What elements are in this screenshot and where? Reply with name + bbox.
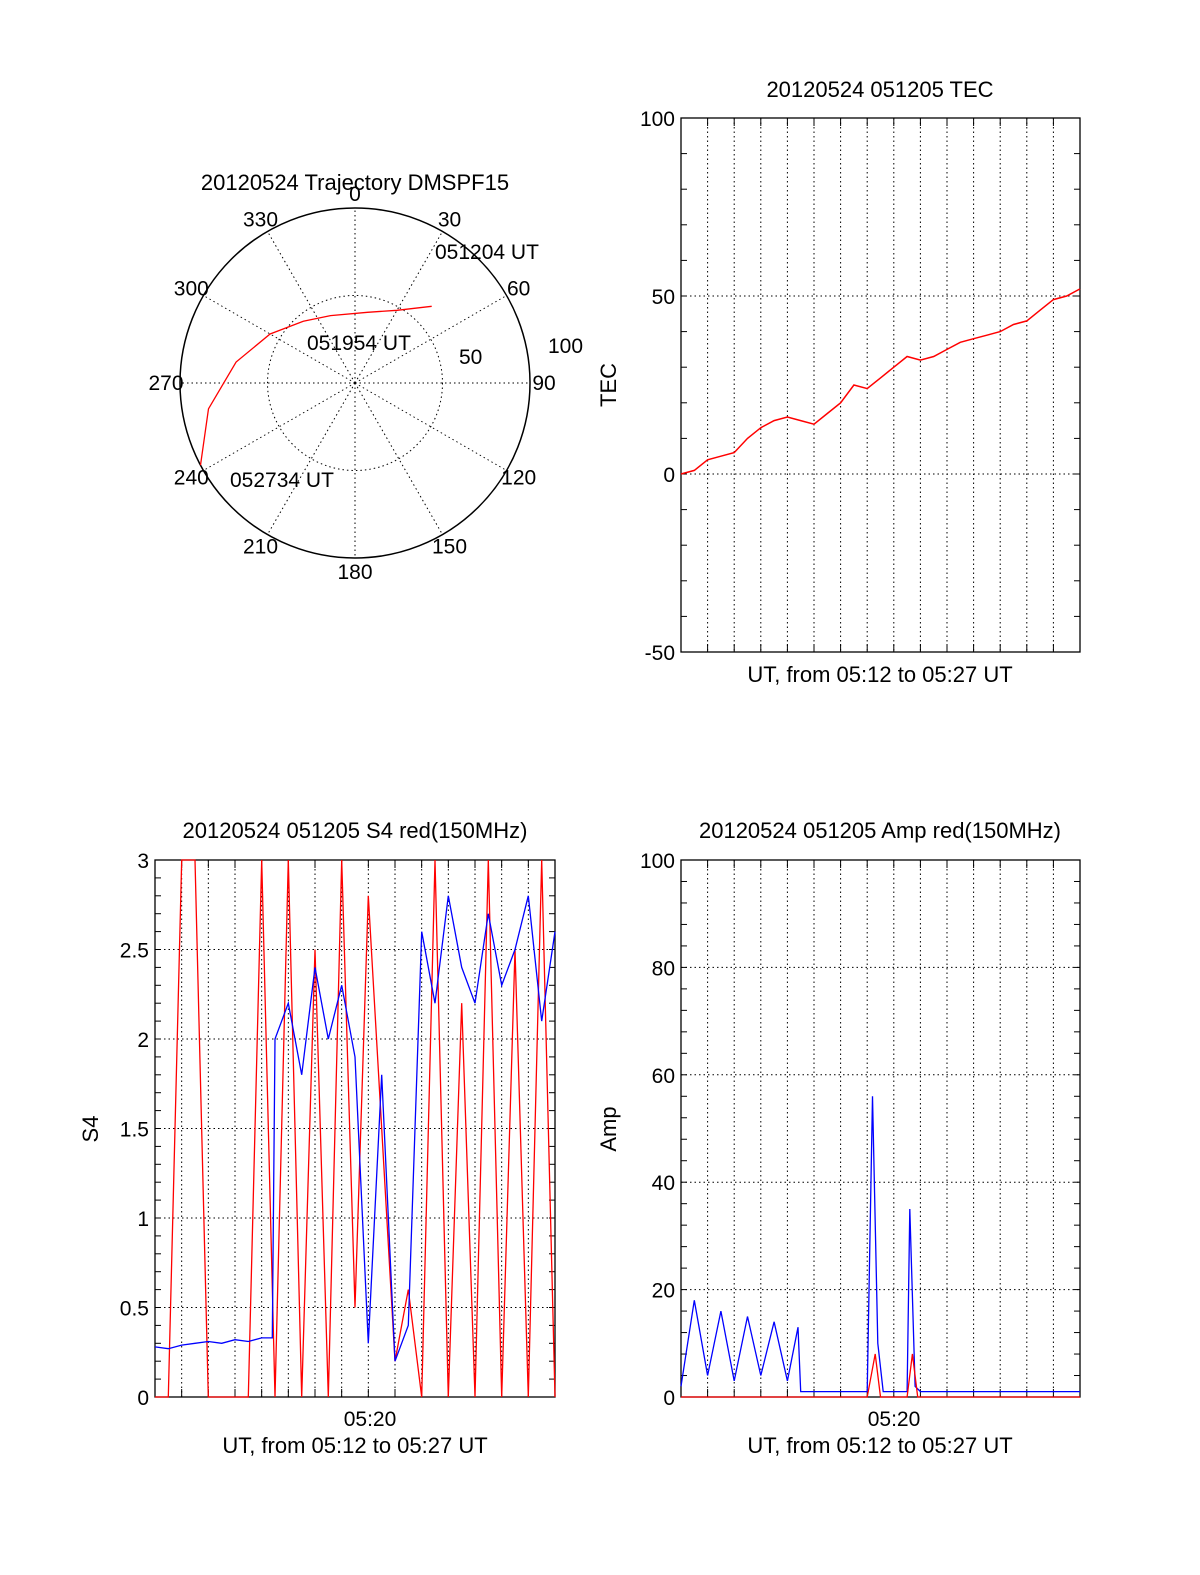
- s4-series-blue: [154, 895, 556, 1362]
- s4-series-red: [155, 859, 556, 1398]
- amp-grid: [680, 859, 1081, 1398]
- azimuth-tick-240: 240: [174, 467, 209, 490]
- tec-chart: 20120524 051205 TEC -50 0 50 100 UT, from 0…: [596, 77, 1081, 687]
- polar-title: 20120524 Trajectory DMSPF15: [201, 170, 509, 195]
- tec-grid: [680, 117, 1081, 653]
- y-tick-label: -50: [645, 642, 675, 665]
- amp-chart: 20120524 051205 Amp red(150MHz) 0 20 40 60 8…: [596, 818, 1081, 1458]
- amp-y-ticks: 0 20 40 60 80 100: [640, 850, 675, 1410]
- s4-title: 20120524 051205 S4 red(150MHz): [183, 818, 528, 843]
- annotation-end: 052734 UT: [230, 469, 334, 492]
- polar-azimuth-ticks: 0 30 60 90 120 150 180 210 240 270 300 330: [148, 183, 555, 584]
- polar-outer-circle: [179, 207, 531, 559]
- y-tick-label: 1: [137, 1208, 149, 1231]
- radial-tick-100: 100: [548, 335, 583, 358]
- polar-spoke: [267, 382, 356, 535]
- amp-series-red: [681, 1353, 1080, 1398]
- azimuth-tick-270: 270: [148, 372, 183, 395]
- s4-ylabel: S4: [78, 1116, 103, 1143]
- amp-title: 20120524 051205 Amp red(150MHz): [699, 818, 1061, 843]
- amp-xlabel: UT, from 05:12 to 05:27 UT: [747, 1433, 1012, 1458]
- polar-spoke: [354, 231, 443, 384]
- y-tick-label: 3: [137, 850, 149, 873]
- annotation-mid: 051954 UT: [307, 332, 411, 355]
- s4-chart: 20120524 051205 S4 red(150MHz) 0 0.5 1 1.5 2…: [78, 818, 556, 1458]
- y-tick-label: 0: [663, 464, 675, 487]
- y-tick-label: 0: [663, 1387, 675, 1410]
- azimuth-tick-150: 150: [432, 536, 467, 559]
- polar-spoke: [203, 382, 356, 471]
- y-tick-label: 40: [652, 1172, 675, 1195]
- azimuth-tick-0: 0: [349, 183, 361, 206]
- tec-title: 20120524 051205 TEC: [766, 77, 993, 102]
- s4-xlabel: UT, from 05:12 to 05:27 UT: [222, 1433, 487, 1458]
- azimuth-tick-120: 120: [501, 467, 536, 490]
- y-tick-label: 100: [640, 108, 675, 131]
- tec-ylabel: TEC: [596, 363, 621, 407]
- azimuth-tick-300: 300: [174, 278, 209, 301]
- y-tick-label: 2.5: [120, 940, 149, 963]
- tec-xlabel: UT, from 05:12 to 05:27 UT: [747, 662, 1012, 687]
- polar-inner-circle: [267, 295, 443, 471]
- y-tick-label: 100: [640, 850, 675, 873]
- y-tick-label: 50: [652, 286, 675, 309]
- plot-frame: [680, 859, 1081, 1398]
- amp-series-blue: [680, 1096, 1080, 1393]
- y-tick-label: 60: [652, 1065, 675, 1088]
- azimuth-tick-30: 30: [438, 208, 461, 231]
- s4-x-tick-0520: 05:20: [344, 1408, 397, 1431]
- amp-ylabel: Amp: [596, 1106, 621, 1151]
- tec-series-red: [680, 288, 1081, 475]
- azimuth-tick-210: 210: [243, 536, 278, 559]
- azimuth-tick-90: 90: [532, 372, 555, 395]
- tec-y-ticks: -50 0 50 100: [640, 108, 675, 665]
- amp-x-tick-0520: 05:20: [868, 1408, 921, 1431]
- y-tick-label: 1.5: [120, 1119, 149, 1142]
- y-tick-label: 0.5: [120, 1298, 149, 1321]
- y-tick-label: 80: [652, 957, 675, 980]
- y-tick-label: 2: [137, 1029, 149, 1052]
- radial-tick-50: 50: [459, 346, 482, 369]
- trajectory-polar-plot: 20120524 Trajectory DMSPF15 0 30 60 90 120 15…: [148, 170, 583, 584]
- plot-frame: [154, 859, 556, 1398]
- polar-grid: [179, 207, 531, 559]
- y-tick-label: 0: [137, 1387, 149, 1410]
- azimuth-tick-60: 60: [507, 278, 530, 301]
- plot-frame: [680, 117, 1081, 653]
- y-tick-label: 20: [652, 1280, 675, 1303]
- s4-y-ticks: 0 0.5 1 1.5 2 2.5 3: [120, 850, 149, 1410]
- annotation-start: 051204 UT: [435, 241, 539, 264]
- trajectory-line: [199, 305, 432, 466]
- azimuth-tick-180: 180: [337, 561, 372, 584]
- azimuth-tick-330: 330: [243, 208, 278, 231]
